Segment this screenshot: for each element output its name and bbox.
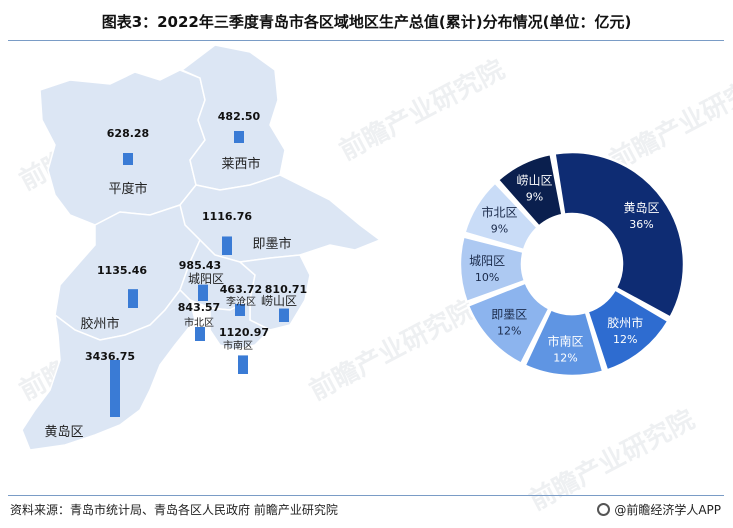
donut-name-label-6: 崂山区 bbox=[516, 174, 552, 188]
map-bar-7 bbox=[195, 327, 205, 341]
map-bar-9 bbox=[110, 360, 120, 417]
donut-pct-label-6: 9% bbox=[526, 191, 543, 204]
source-note: 资料来源：青岛市统计局、青岛各区人民政府 前瞻产业研究院 bbox=[10, 503, 338, 517]
donut-slice-4 bbox=[458, 235, 527, 304]
donut-pct-label-5: 9% bbox=[491, 223, 508, 236]
region-huangdao bbox=[21, 288, 196, 451]
map-value-label-7: 843.57 bbox=[178, 301, 220, 314]
donut-pct-label-4: 10% bbox=[475, 271, 499, 284]
donut-name-label-2: 市南区 bbox=[547, 334, 583, 349]
footer-divider bbox=[8, 495, 724, 496]
donut-pct-label-1: 12% bbox=[613, 333, 637, 346]
map-bar-6 bbox=[279, 308, 289, 322]
map-region-label-9: 黄岛区 bbox=[44, 424, 83, 440]
map-value-label-3: 1135.46 bbox=[97, 264, 147, 277]
map-value-label-0: 628.28 bbox=[107, 127, 149, 140]
region-laoshan bbox=[238, 254, 311, 331]
map-value-label-8: 1120.97 bbox=[219, 326, 269, 339]
donut-name-label-0: 黄岛区 bbox=[623, 200, 659, 215]
donut-pct-label-0: 36% bbox=[629, 218, 653, 231]
donut-name-label-4: 城阳区 bbox=[469, 254, 505, 268]
map-value-label-6: 810.71 bbox=[265, 283, 307, 296]
map-bar-0 bbox=[123, 153, 133, 165]
donut-slice-6 bbox=[496, 152, 564, 229]
map-region-label-8: 市南区 bbox=[223, 339, 253, 352]
donut-slice-2 bbox=[523, 307, 605, 378]
chart-title: 图表3：2022年三季度青岛市各区域地区生产总值(累计)分布情况(单位：亿元) bbox=[101, 13, 632, 31]
map-bar-2 bbox=[222, 236, 232, 255]
credit: @前瞻经济学人APP bbox=[597, 501, 721, 518]
donut-pct-label-3: 12% bbox=[497, 324, 521, 337]
donut-slice-5 bbox=[462, 180, 540, 252]
map-value-label-2: 1116.76 bbox=[202, 210, 252, 223]
map-bar-5 bbox=[235, 304, 245, 316]
map-region-label-5: 李沧区 bbox=[226, 295, 256, 308]
title-divider bbox=[8, 40, 724, 41]
map-bar-1 bbox=[234, 131, 244, 143]
map-region-label-6: 崂山区 bbox=[261, 294, 297, 308]
donut-slice-3 bbox=[466, 280, 551, 366]
donut-pct-label-2: 12% bbox=[553, 352, 577, 365]
donut-name-label-1: 胶州市 bbox=[607, 315, 643, 330]
map-value-label-4: 985.43 bbox=[179, 259, 221, 272]
map-bar-8 bbox=[238, 355, 248, 374]
donut-chart: 黄岛区 36% 胶州市 12% 市南区 12% 即墨区 12% 城阳区 10% 市北区 9% 崂山区 9% bbox=[458, 150, 686, 378]
donut-name-label-3: 即墨区 bbox=[491, 307, 527, 321]
brand-logo-icon bbox=[597, 503, 611, 516]
map-region-label-3: 胶州市 bbox=[80, 316, 119, 332]
donut-slice-0 bbox=[553, 150, 686, 320]
map-value-label-9: 3436.75 bbox=[85, 350, 135, 363]
donut-name-label-5: 市北区 bbox=[481, 205, 517, 220]
credit-text: @前瞻经济学人APP bbox=[614, 503, 721, 517]
region-pingdu bbox=[39, 69, 206, 226]
map-bar-3 bbox=[128, 289, 138, 308]
map-value-label-5: 463.72 bbox=[220, 283, 262, 296]
map-bar-4 bbox=[198, 284, 208, 301]
map-region-label-4: 城阳区 bbox=[188, 272, 224, 286]
map-region-label-7: 市北区 bbox=[184, 316, 214, 329]
map-value-label-1: 482.50 bbox=[218, 110, 261, 123]
map-region-label-0: 平度市 bbox=[108, 181, 147, 197]
map-region-label-1: 莱西市 bbox=[221, 156, 260, 172]
donut-slice-1 bbox=[586, 287, 671, 372]
map-region-label-2: 即墨市 bbox=[252, 236, 291, 252]
qingdao-map bbox=[21, 44, 382, 451]
